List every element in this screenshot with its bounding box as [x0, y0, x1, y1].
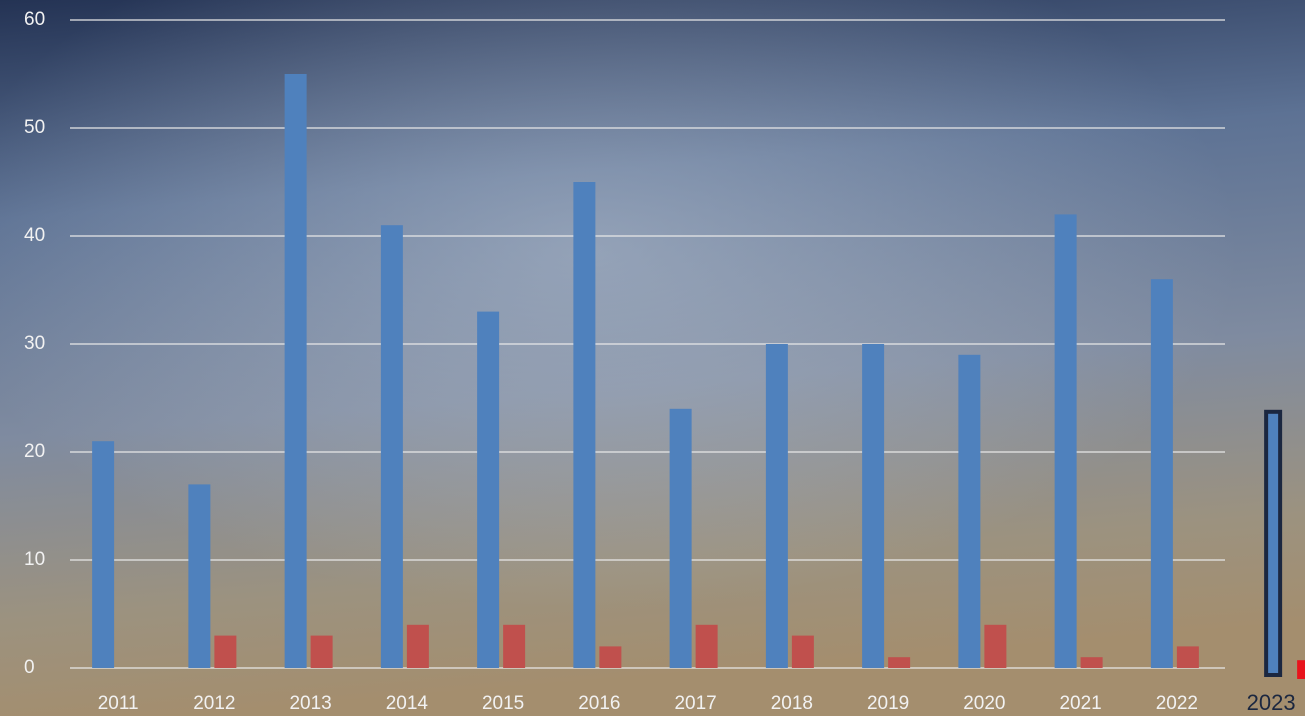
- bar: [1176, 646, 1199, 668]
- bar: [958, 354, 981, 668]
- x-tick-label: 2012: [193, 693, 235, 714]
- bar: [599, 646, 622, 668]
- bar: [1080, 657, 1103, 668]
- bar: [284, 74, 307, 668]
- x-tick-label: 2019: [867, 693, 909, 714]
- bar: [984, 624, 1007, 668]
- bar: [888, 657, 911, 668]
- bar: [1297, 660, 1305, 679]
- x-tick-label: 2021: [1059, 693, 1101, 714]
- x-tick-label: 2011: [98, 693, 139, 714]
- x-tick-label: 2013: [289, 693, 331, 714]
- bar: [791, 635, 814, 668]
- x-tick-label: 2017: [674, 693, 716, 714]
- bar: [1264, 409, 1283, 677]
- bar: [310, 635, 333, 668]
- x-tick-label: 2022: [1156, 693, 1198, 714]
- bar: [214, 635, 237, 668]
- x-tick-label: 2015: [482, 693, 524, 714]
- y-tick-label: 0: [24, 657, 35, 678]
- y-tick-label: 20: [24, 441, 45, 462]
- y-tick-label: 40: [24, 225, 45, 246]
- x-tick-label: 2014: [386, 693, 429, 714]
- bar: [1150, 279, 1173, 668]
- x-tick-label: 2018: [771, 693, 813, 714]
- bar: [1054, 214, 1077, 668]
- bar: [573, 182, 596, 668]
- x-tick-label: 2023: [1247, 690, 1296, 715]
- bar: [380, 225, 403, 668]
- bar: [503, 624, 526, 668]
- bar: [92, 441, 115, 668]
- bar: [695, 624, 718, 668]
- bar: [862, 344, 885, 668]
- y-tick-label: 10: [24, 549, 45, 570]
- y-tick-label: 60: [24, 9, 45, 30]
- bar: [406, 624, 429, 668]
- bar: [477, 311, 500, 668]
- bar: [188, 484, 211, 668]
- bar: [669, 408, 692, 668]
- y-tick-label: 30: [24, 333, 45, 354]
- bar: [765, 344, 788, 668]
- y-tick-label: 50: [24, 117, 45, 138]
- x-tick-label: 2020: [963, 693, 1005, 714]
- x-tick-label: 2016: [578, 693, 620, 714]
